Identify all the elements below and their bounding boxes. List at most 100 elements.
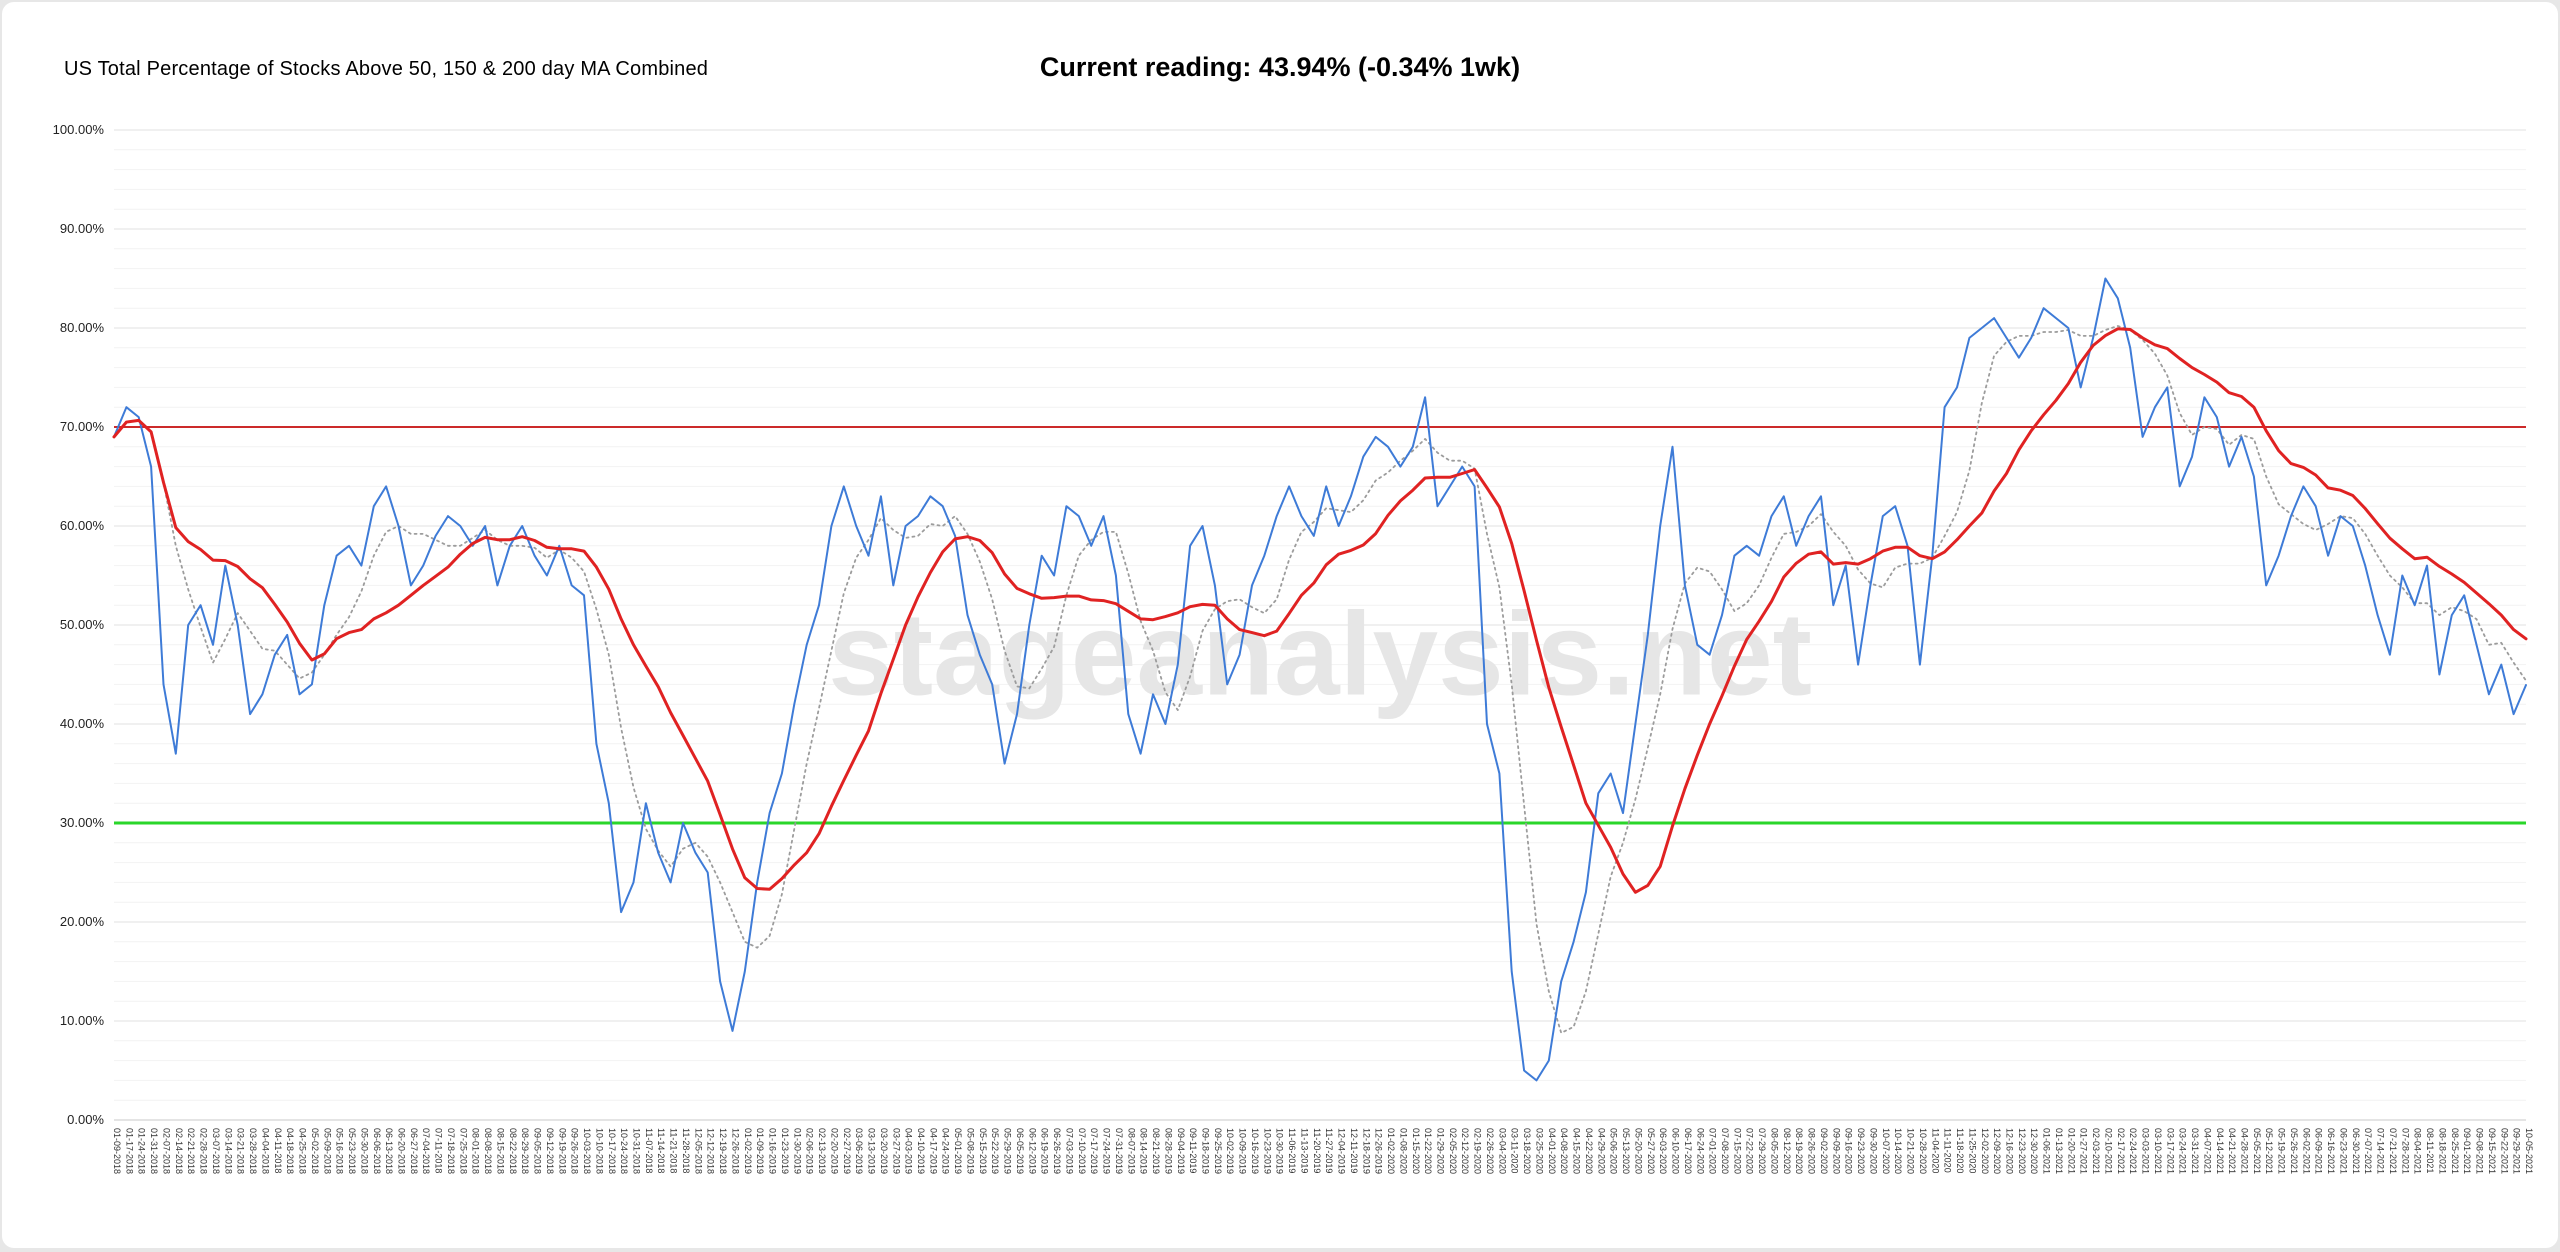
svg-text:05-12-2021: 05-12-2021 bbox=[2264, 1128, 2274, 1174]
svg-text:09-29-2021: 09-29-2021 bbox=[2512, 1128, 2522, 1174]
svg-text:04-15-2020: 04-15-2020 bbox=[1572, 1128, 1582, 1174]
svg-text:05-01-2019: 05-01-2019 bbox=[953, 1128, 963, 1174]
svg-text:10-16-2019: 10-16-2019 bbox=[1250, 1128, 1260, 1174]
series-lines bbox=[112, 277, 2528, 1082]
svg-text:04-21-2021: 04-21-2021 bbox=[2227, 1128, 2237, 1174]
svg-text:09-23-2020: 09-23-2020 bbox=[1856, 1128, 1866, 1174]
svg-text:10-03-2018: 10-03-2018 bbox=[582, 1128, 592, 1174]
svg-text:04-17-2019: 04-17-2019 bbox=[928, 1128, 938, 1174]
svg-text:01-08-2020: 01-08-2020 bbox=[1398, 1128, 1408, 1174]
svg-text:06-10-2020: 06-10-2020 bbox=[1671, 1128, 1681, 1174]
svg-text:12-23-2020: 12-23-2020 bbox=[2017, 1128, 2027, 1174]
svg-text:07-18-2018: 07-18-2018 bbox=[446, 1128, 456, 1174]
svg-text:10-17-2018: 10-17-2018 bbox=[607, 1128, 617, 1174]
svg-text:04-24-2019: 04-24-2019 bbox=[941, 1128, 951, 1174]
svg-text:60.00%: 60.00% bbox=[60, 518, 105, 533]
svg-text:01-23-2019: 01-23-2019 bbox=[780, 1128, 790, 1174]
svg-text:10-07-2020: 10-07-2020 bbox=[1881, 1128, 1891, 1174]
y-axis-labels: 0.00% 10.00% 20.00% 30.00% 40.00% 50.00% 60.00… bbox=[53, 122, 105, 1127]
svg-text:04-11-2018: 04-11-2018 bbox=[273, 1128, 283, 1173]
svg-text:09-02-2020: 09-02-2020 bbox=[1819, 1128, 1829, 1174]
svg-text:11-14-2018: 11-14-2018 bbox=[656, 1128, 666, 1173]
svg-text:10-21-2020: 10-21-2020 bbox=[1906, 1128, 1916, 1174]
svg-text:06-12-2019: 06-12-2019 bbox=[1027, 1128, 1037, 1174]
svg-text:07-03-2019: 07-03-2019 bbox=[1064, 1128, 1074, 1174]
svg-text:08-07-2019: 08-07-2019 bbox=[1126, 1128, 1136, 1174]
svg-text:08-14-2019: 08-14-2019 bbox=[1139, 1128, 1149, 1174]
svg-text:40.00%: 40.00% bbox=[60, 716, 105, 731]
svg-text:06-17-2020: 06-17-2020 bbox=[1683, 1128, 1693, 1174]
svg-text:03-31-2021: 03-31-2021 bbox=[2190, 1128, 2200, 1174]
svg-text:05-08-2019: 05-08-2019 bbox=[966, 1128, 976, 1174]
svg-text:06-30-2021: 06-30-2021 bbox=[2351, 1128, 2361, 1174]
svg-text:07-17-2019: 07-17-2019 bbox=[1089, 1128, 1099, 1174]
svg-text:02-28-2018: 02-28-2018 bbox=[199, 1128, 209, 1174]
svg-text:05-02-2018: 05-02-2018 bbox=[310, 1128, 320, 1174]
svg-text:04-10-2019: 04-10-2019 bbox=[916, 1128, 926, 1174]
svg-text:06-26-2019: 06-26-2019 bbox=[1052, 1128, 1062, 1174]
svg-text:07-11-2018: 07-11-2018 bbox=[434, 1128, 444, 1173]
svg-text:05-23-2018: 05-23-2018 bbox=[347, 1128, 357, 1174]
svg-text:12-26-2019: 12-26-2019 bbox=[1374, 1128, 1384, 1174]
watermark-text: stageanalysis.net bbox=[828, 589, 1812, 721]
svg-text:02-26-2020: 02-26-2020 bbox=[1485, 1128, 1495, 1174]
svg-text:10-02-2019: 10-02-2019 bbox=[1225, 1128, 1235, 1174]
svg-text:03-18-2020: 03-18-2020 bbox=[1522, 1128, 1532, 1174]
svg-text:03-17-2021: 03-17-2021 bbox=[2165, 1128, 2175, 1174]
svg-text:12-30-2020: 12-30-2020 bbox=[2029, 1128, 2039, 1174]
svg-text:12-16-2020: 12-16-2020 bbox=[2005, 1128, 2015, 1174]
svg-text:08-15-2018: 08-15-2018 bbox=[495, 1128, 505, 1174]
svg-text:80.00%: 80.00% bbox=[60, 320, 105, 335]
svg-text:06-13-2018: 06-13-2018 bbox=[384, 1128, 394, 1174]
svg-text:08-21-2019: 08-21-2019 bbox=[1151, 1128, 1161, 1174]
svg-text:08-04-2021: 08-04-2021 bbox=[2413, 1128, 2423, 1174]
svg-text:11-13-2019: 11-13-2019 bbox=[1299, 1128, 1309, 1173]
svg-text:02-20-2019: 02-20-2019 bbox=[829, 1128, 839, 1174]
svg-text:03-28-2018: 03-28-2018 bbox=[248, 1128, 258, 1174]
svg-text:07-08-2020: 07-08-2020 bbox=[1720, 1128, 1730, 1174]
svg-text:03-24-2021: 03-24-2021 bbox=[2178, 1128, 2188, 1174]
svg-text:03-04-2020: 03-04-2020 bbox=[1497, 1128, 1507, 1174]
svg-text:06-09-2021: 06-09-2021 bbox=[2314, 1128, 2324, 1174]
svg-text:02-12-2020: 02-12-2020 bbox=[1460, 1128, 1470, 1174]
svg-text:04-04-2018: 04-04-2018 bbox=[260, 1128, 270, 1174]
svg-text:03-06-2019: 03-06-2019 bbox=[854, 1128, 864, 1174]
svg-text:07-14-2021: 07-14-2021 bbox=[2376, 1128, 2386, 1174]
svg-text:05-30-2018: 05-30-2018 bbox=[359, 1128, 369, 1174]
svg-text:07-24-2019: 07-24-2019 bbox=[1102, 1128, 1112, 1174]
svg-text:02-03-2021: 02-03-2021 bbox=[2091, 1128, 2101, 1174]
svg-text:70.00%: 70.00% bbox=[60, 419, 105, 434]
svg-text:05-22-2019: 05-22-2019 bbox=[990, 1128, 1000, 1174]
svg-text:11-28-2018: 11-28-2018 bbox=[681, 1128, 691, 1173]
svg-text:08-12-2020: 08-12-2020 bbox=[1782, 1128, 1792, 1174]
svg-text:08-22-2018: 08-22-2018 bbox=[508, 1128, 518, 1174]
series-long-ma-red bbox=[112, 327, 2528, 894]
svg-text:07-07-2021: 07-07-2021 bbox=[2363, 1128, 2373, 1174]
svg-text:08-28-2019: 08-28-2019 bbox=[1163, 1128, 1173, 1174]
svg-text:09-16-2020: 09-16-2020 bbox=[1844, 1128, 1854, 1174]
svg-text:01-24-2018: 01-24-2018 bbox=[137, 1128, 147, 1174]
svg-text:07-10-2019: 07-10-2019 bbox=[1077, 1128, 1087, 1174]
svg-text:05-06-2020: 05-06-2020 bbox=[1609, 1128, 1619, 1174]
svg-text:09-05-2018: 09-05-2018 bbox=[533, 1128, 543, 1174]
svg-text:06-20-2018: 06-20-2018 bbox=[397, 1128, 407, 1174]
x-axis-labels: 01-09-2018 01-17-2018 01-24-2018 01-31-2018… bbox=[112, 1128, 2534, 1174]
svg-text:07-01-2020: 07-01-2020 bbox=[1708, 1128, 1718, 1174]
svg-text:08-19-2020: 08-19-2020 bbox=[1794, 1128, 1804, 1174]
svg-text:08-11-2021: 08-11-2021 bbox=[2425, 1128, 2435, 1173]
svg-text:04-01-2020: 04-01-2020 bbox=[1547, 1128, 1557, 1174]
svg-text:06-16-2021: 06-16-2021 bbox=[2326, 1128, 2336, 1174]
svg-text:03-27-2019: 03-27-2019 bbox=[891, 1128, 901, 1174]
svg-text:03-14-2018: 03-14-2018 bbox=[223, 1128, 233, 1174]
svg-text:03-07-2018: 03-07-2018 bbox=[211, 1128, 221, 1174]
svg-text:10-30-2019: 10-30-2019 bbox=[1275, 1128, 1285, 1174]
svg-text:05-05-2021: 05-05-2021 bbox=[2252, 1128, 2262, 1174]
svg-text:12-05-2018: 12-05-2018 bbox=[693, 1128, 703, 1174]
svg-text:04-18-2018: 04-18-2018 bbox=[285, 1128, 295, 1174]
svg-text:07-28-2021: 07-28-2021 bbox=[2400, 1128, 2410, 1174]
svg-text:10-23-2019: 10-23-2019 bbox=[1262, 1128, 1272, 1174]
svg-text:04-03-2019: 04-03-2019 bbox=[904, 1128, 914, 1174]
svg-text:05-20-2020: 05-20-2020 bbox=[1633, 1128, 1643, 1174]
